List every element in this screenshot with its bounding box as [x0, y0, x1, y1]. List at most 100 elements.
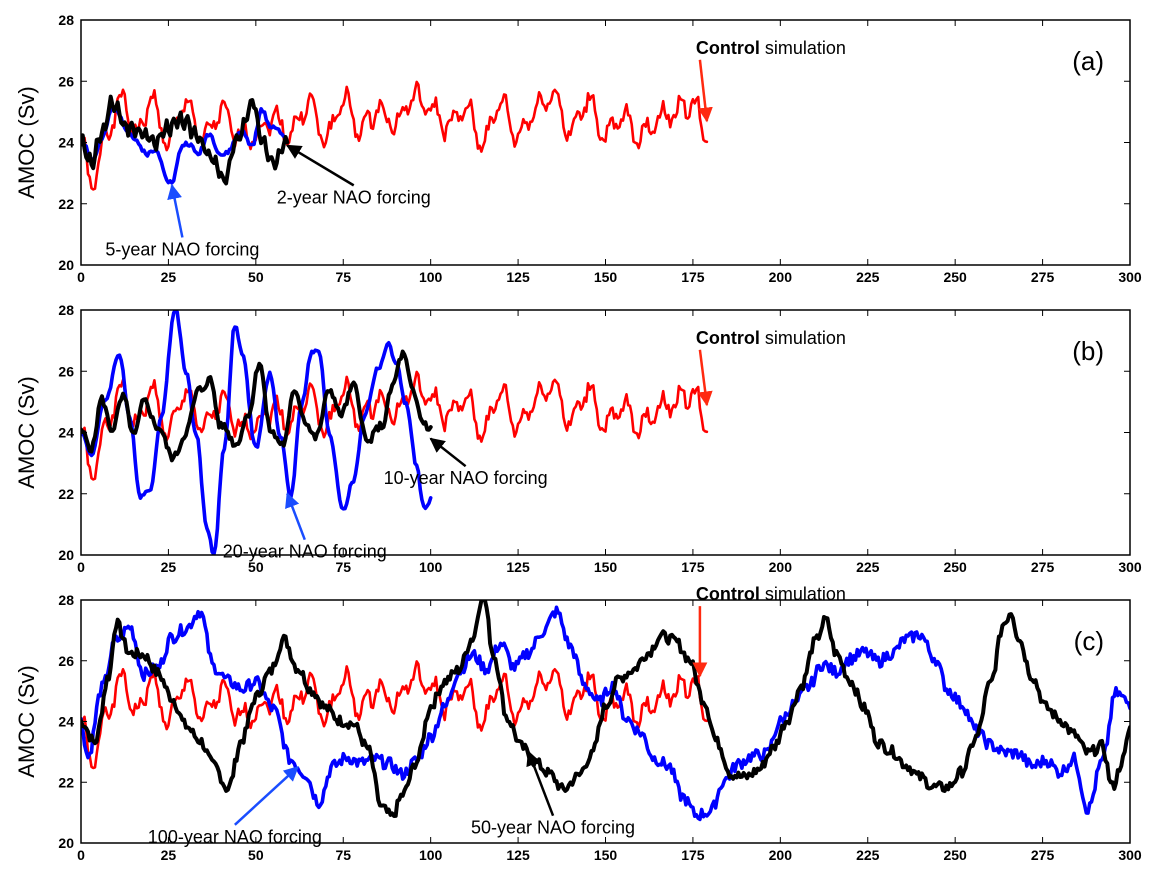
x-tick-label: 75 — [335, 559, 351, 575]
y-tick-label: 22 — [58, 774, 74, 790]
annotation-label: Control simulation — [696, 584, 846, 604]
annotation-arrow — [234, 766, 299, 826]
y-tick-label: 24 — [58, 714, 74, 730]
annotation-label-rest: simulation — [760, 584, 846, 604]
x-tick-label: 200 — [769, 269, 793, 285]
annotation-label-key: 2-year — [277, 187, 328, 207]
y-axis-label: AMOC (Sv) — [14, 376, 39, 488]
annotation-label-rest: NAO forcing — [532, 818, 635, 838]
annotation-label-rest: NAO forcing — [219, 827, 322, 847]
x-tick-label: 250 — [943, 269, 967, 285]
panel-a: 0 25 50 75 100 125 150 175 200 225 250 275 300 20 22 24… — [14, 12, 1142, 285]
annotation-label-rest: simulation — [760, 328, 846, 348]
x-tick-label: 275 — [1031, 269, 1055, 285]
x-tick-label: 300 — [1118, 269, 1142, 285]
x-tick-label: 300 — [1118, 847, 1142, 863]
series-line-10-year-nao-forcing — [81, 349, 433, 463]
x-tick-label: 175 — [681, 559, 705, 575]
annotation-arrow — [697, 59, 713, 123]
x-tick-label: 150 — [594, 559, 618, 575]
x-tick-label: 200 — [769, 847, 793, 863]
x-tick-label: 0 — [77, 847, 85, 863]
annotation-label-key: Control — [696, 584, 760, 604]
x-tick-label: 25 — [161, 559, 177, 575]
y-tick-label: 26 — [58, 363, 74, 379]
annotation-label-key: 5-year — [105, 239, 156, 259]
x-tick-label: 50 — [248, 559, 264, 575]
x-tick-label: 25 — [161, 269, 177, 285]
series-line-50-year-nao-forcing — [81, 600, 1130, 818]
x-tick-label: 50 — [248, 847, 264, 863]
y-tick-label: 28 — [58, 12, 74, 28]
annotation-arrow — [167, 183, 184, 238]
series-group — [81, 310, 709, 555]
x-tick-label: 250 — [943, 847, 967, 863]
annotation-label: 10-year NAO forcing — [384, 468, 548, 488]
annotation-arrow — [429, 437, 467, 468]
x-tick-label: 225 — [856, 559, 880, 575]
x-tick-label: 150 — [594, 847, 618, 863]
x-tick-label: 125 — [506, 559, 530, 575]
x-tick-label: 100 — [419, 559, 443, 575]
annotation-label: Control simulation — [696, 38, 846, 58]
y-tick-label: 20 — [58, 257, 74, 273]
x-tick-label: 150 — [594, 269, 618, 285]
panel-label: (b) — [1072, 336, 1104, 366]
panel-label: (c) — [1074, 626, 1104, 656]
x-tick-label: 225 — [856, 269, 880, 285]
annotation-label: 5-year NAO forcing — [105, 239, 259, 259]
panel-c: 0 25 50 75 100 125 150 175 200 225 250 275 300 20 22 24… — [14, 584, 1142, 863]
y-axis-label: AMOC (Sv) — [14, 665, 39, 777]
x-tick-label: 250 — [943, 559, 967, 575]
annotation-label: 100-year NAO forcing — [148, 827, 322, 847]
series-line-2-year-nao-forcing — [81, 94, 290, 186]
annotation-arrow — [285, 492, 306, 541]
x-tick-label: 275 — [1031, 559, 1055, 575]
y-tick-label: 24 — [58, 135, 74, 151]
x-tick-label: 0 — [77, 559, 85, 575]
x-tick-label: 275 — [1031, 847, 1055, 863]
x-tick-label: 175 — [681, 847, 705, 863]
series-line-control-simulation — [81, 370, 709, 481]
annotation-label-key: Control — [696, 328, 760, 348]
y-tick-label: 28 — [58, 592, 74, 608]
series-group — [81, 80, 709, 191]
annotation-label: 2-year NAO forcing — [277, 187, 431, 207]
annotation-label-rest: NAO forcing — [156, 239, 259, 259]
annotation-arrow — [526, 750, 555, 817]
x-tick-label: 100 — [419, 847, 443, 863]
y-tick-label: 22 — [58, 486, 74, 502]
annotation-label-rest: NAO forcing — [328, 187, 431, 207]
series-group — [81, 600, 1130, 822]
series-line-20-year-nao-forcing — [81, 310, 433, 555]
annotation-label: 20-year NAO forcing — [223, 542, 387, 562]
x-tick-label: 225 — [856, 847, 880, 863]
annotation-label-rest: simulation — [760, 38, 846, 58]
annotation-label: Control simulation — [696, 328, 846, 348]
x-tick-label: 0 — [77, 269, 85, 285]
annotation-label: 50-year NAO forcing — [471, 818, 635, 838]
series-line-100-year-nao-forcing — [81, 605, 1130, 822]
annotation-label-key: 50-year — [471, 818, 532, 838]
y-tick-label: 20 — [58, 835, 74, 851]
y-tick-label: 22 — [58, 196, 74, 212]
y-tick-label: 24 — [58, 425, 74, 441]
x-tick-label: 300 — [1118, 559, 1142, 575]
x-tick-label: 50 — [248, 269, 264, 285]
x-tick-label: 200 — [769, 559, 793, 575]
annotation-label-rest: NAO forcing — [284, 542, 387, 562]
x-tick-label: 100 — [419, 269, 443, 285]
y-tick-label: 26 — [58, 653, 74, 669]
series-line-control-simulation — [81, 80, 709, 191]
x-tick-label: 175 — [681, 269, 705, 285]
x-tick-label: 75 — [335, 269, 351, 285]
y-tick-label: 28 — [58, 302, 74, 318]
panel-label: (a) — [1072, 46, 1104, 76]
panel-b: 0 25 50 75 100 125 150 175 200 225 250 275 300 20 22 24… — [14, 302, 1142, 575]
y-tick-label: 26 — [58, 73, 74, 89]
annotation-label-key: 100-year — [148, 827, 219, 847]
series-line-control-simulation — [81, 660, 709, 770]
x-tick-label: 25 — [161, 847, 177, 863]
annotation-arrow — [697, 349, 713, 407]
